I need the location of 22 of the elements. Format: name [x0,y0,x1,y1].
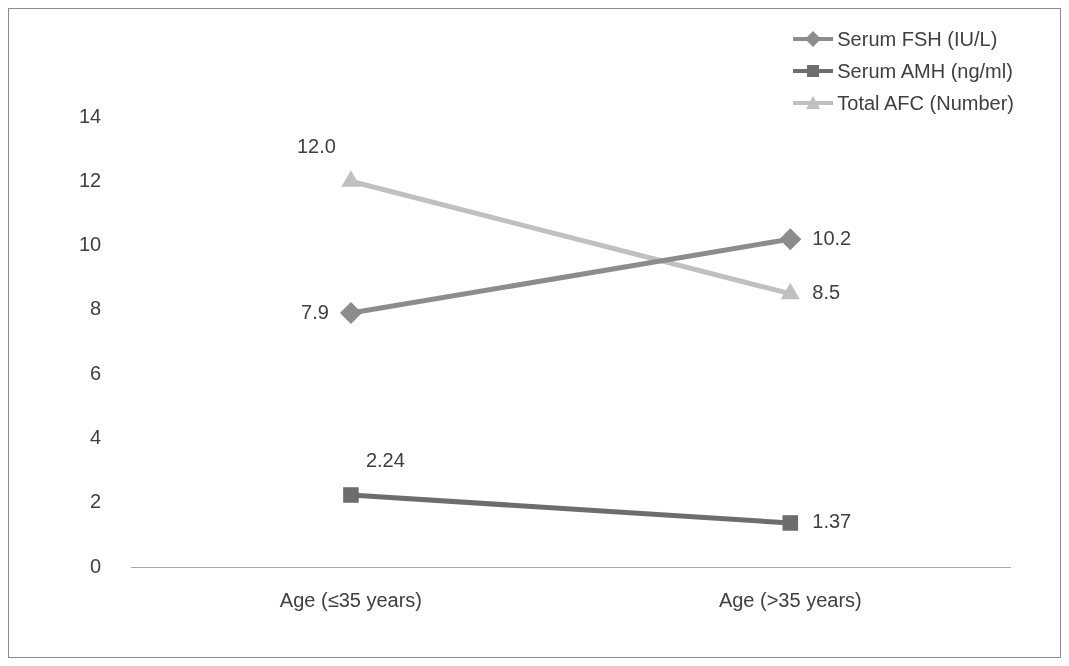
legend-label: Total AFC (Number) [837,91,1014,115]
data-label: 7.9 [301,300,329,323]
y-tick-label: 8 [90,297,102,320]
y-tick-label: 12 [79,168,102,191]
x-tick-label: Age (≤35 years) [279,588,423,611]
y-tick-label: 2 [90,490,102,513]
point [343,487,359,503]
point [782,515,799,531]
y-tick-label: 10 [79,233,102,256]
data-label: 2.24 [365,448,405,471]
y-tick-label: 6 [90,361,102,384]
legend-label: Serum FSH (IU/L) [837,27,998,51]
data-label: 1.37 [812,510,852,533]
x-tick-label: Age (>35 years) [718,588,862,611]
y-tick-label: 0 [90,554,102,577]
data-label: 12.0 [297,134,336,157]
y-tick-label: 14 [79,104,102,127]
data-label: 8.5 [812,281,841,304]
legend-label: Serum AMH (ng/ml) [837,59,1013,83]
data-label: 10.2 [812,226,852,249]
point [339,302,362,325]
y-tick-label: 4 [90,425,102,448]
